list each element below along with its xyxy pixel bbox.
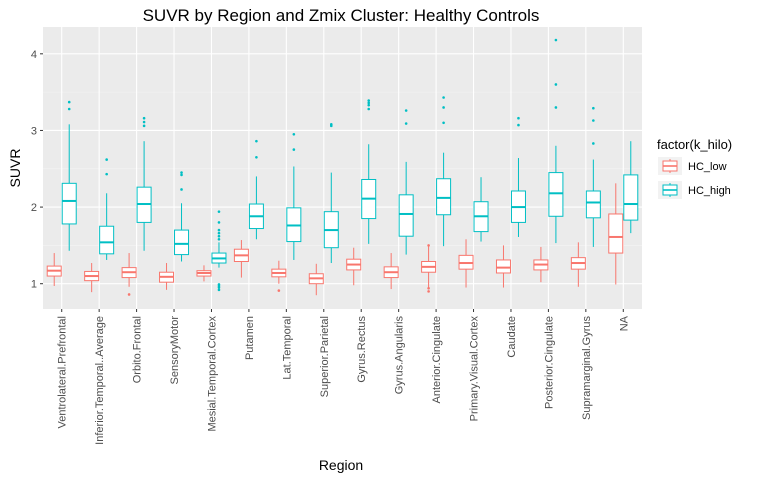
outlier-point bbox=[367, 107, 371, 111]
minor-gridlines bbox=[43, 91, 642, 246]
outlier-point bbox=[427, 244, 430, 247]
outlier-point bbox=[217, 228, 221, 232]
legend-title: factor(k_hilo) bbox=[657, 137, 732, 152]
outlier-point bbox=[404, 122, 408, 125]
outlier-point bbox=[367, 103, 371, 107]
x-tick-label: Inferior.Temporal..Average bbox=[94, 316, 106, 445]
box bbox=[436, 178, 452, 216]
x-tick-label: Primary.Visual.Cortex bbox=[469, 316, 481, 422]
outlier-point bbox=[592, 119, 595, 122]
outlier-point bbox=[292, 132, 296, 136]
chart-title: SUVR by Region and Zmix Cluster: Healthy… bbox=[143, 6, 540, 25]
outlier-point bbox=[105, 158, 108, 161]
y-tick-label: 4 bbox=[31, 49, 37, 61]
outlier-point bbox=[592, 106, 595, 110]
box bbox=[61, 182, 77, 225]
outlier-point bbox=[517, 116, 520, 120]
legend-label-HC_high: HC_high bbox=[688, 185, 731, 197]
outlier-point bbox=[367, 101, 371, 105]
outlier-point bbox=[329, 123, 333, 126]
outlier-point bbox=[592, 142, 595, 145]
outlier-point bbox=[142, 116, 146, 120]
x-tick-label: SensoryMotor bbox=[169, 316, 181, 385]
outlier-point bbox=[404, 109, 408, 112]
y-tick-label: 3 bbox=[31, 125, 37, 137]
x-axis-title: Region bbox=[319, 457, 363, 473]
outlier-point bbox=[180, 171, 183, 174]
outlier-point bbox=[554, 83, 558, 86]
x-tick-label: Caudate bbox=[506, 316, 518, 358]
outlier-point bbox=[517, 123, 520, 127]
y-axis-title: SUVR bbox=[7, 149, 23, 188]
x-tick-label: Gyrus.Angularis bbox=[394, 316, 406, 395]
y-tick-label: 2 bbox=[31, 202, 37, 214]
outlier-point bbox=[180, 173, 183, 177]
outlier-point bbox=[217, 221, 221, 224]
x-tick-label: Lat.Temporal bbox=[281, 316, 293, 380]
series-HC_high bbox=[61, 38, 639, 292]
x-tick-label: NA bbox=[618, 315, 630, 331]
outlier-point bbox=[105, 172, 108, 176]
outlier-point bbox=[292, 148, 296, 151]
x-tick-label: Supramarginal.Gyrus bbox=[581, 316, 593, 420]
outlier-point bbox=[127, 293, 131, 296]
x-tick-label: Posterior.Cingulate bbox=[543, 316, 555, 409]
outlier-point bbox=[217, 283, 221, 286]
x-tick-label: Anterior.Cingulate bbox=[431, 316, 443, 403]
x-tick-label: Superior.Parietal bbox=[319, 316, 331, 397]
outlier-point bbox=[427, 287, 430, 290]
box bbox=[585, 190, 601, 219]
outlier-point bbox=[217, 210, 221, 213]
box bbox=[548, 172, 564, 217]
x-tick-label: Putamen bbox=[244, 316, 256, 360]
series-HC_low bbox=[46, 183, 624, 296]
outlier-point bbox=[442, 96, 445, 99]
y-axis-ticks: 1 2 3 4 bbox=[31, 49, 43, 291]
outlier-point bbox=[217, 234, 221, 238]
x-tick-label: Mesial.Temporal.Cortex bbox=[206, 316, 218, 432]
outlier-point bbox=[255, 139, 258, 143]
outlier-point bbox=[67, 107, 71, 111]
box bbox=[174, 229, 190, 256]
outlier-point bbox=[255, 155, 258, 159]
box bbox=[608, 213, 624, 254]
box bbox=[623, 174, 639, 221]
x-tick-label: Ventrolateral.Prefrontal bbox=[57, 316, 69, 429]
box bbox=[398, 194, 414, 237]
box-series bbox=[46, 38, 639, 296]
x-axis-ticks: Ventrolateral.Prefrontal Inferior.Tempora… bbox=[57, 309, 630, 445]
box bbox=[99, 225, 115, 255]
outlier-point bbox=[142, 124, 146, 128]
box bbox=[495, 259, 511, 274]
plot-background bbox=[43, 27, 642, 309]
x-tick-label: Gyrus.Rectus bbox=[356, 316, 368, 383]
outlier-point bbox=[180, 188, 183, 191]
legend: factor(k_hilo) HC_low HC_high bbox=[657, 137, 732, 199]
outlier-point bbox=[442, 106, 445, 109]
outlier-point bbox=[554, 38, 558, 42]
outlier-point bbox=[427, 290, 430, 293]
outlier-point bbox=[217, 237, 221, 241]
outlier-point bbox=[142, 120, 146, 124]
outlier-point bbox=[277, 289, 281, 292]
x-tick-label: Orbito.Frontal bbox=[132, 316, 144, 383]
outlier-point bbox=[217, 231, 221, 235]
outlier-point bbox=[367, 99, 371, 102]
legend-label-HC_low: HC_low bbox=[688, 161, 727, 173]
outlier-point bbox=[554, 106, 558, 109]
outlier-point bbox=[67, 100, 71, 104]
outlier-point bbox=[442, 121, 445, 125]
y-tick-label: 1 bbox=[31, 279, 37, 291]
outlier-point bbox=[217, 288, 221, 292]
